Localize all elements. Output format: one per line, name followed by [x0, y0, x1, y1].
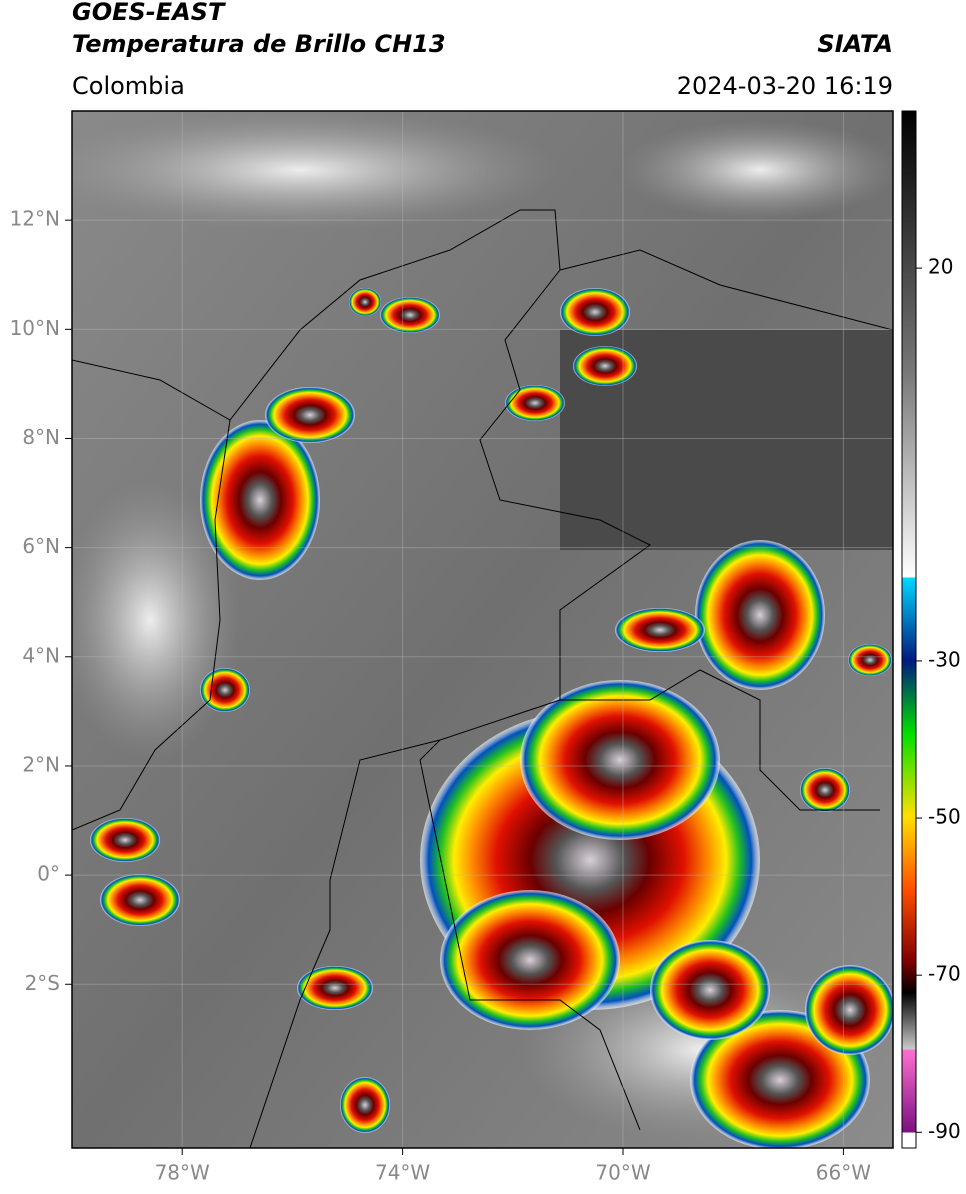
y-tick-label: 2°S	[25, 971, 60, 995]
grid	[72, 111, 893, 1148]
imagery	[72, 111, 893, 1148]
y-tick-label: 10°N	[10, 316, 60, 340]
datetime: 2024-03-20 16:19	[677, 72, 893, 100]
y-tick-label: 4°N	[22, 643, 60, 667]
y-tick-label: 12°N	[10, 207, 60, 231]
colorbar-tick-label: -30	[928, 647, 961, 671]
y-tick-label: 0°	[37, 862, 60, 886]
colorbar-tick-label: -70	[928, 962, 961, 986]
title: GOES-EAST	[72, 0, 226, 26]
colorbar-tick-label: -50	[928, 805, 961, 829]
colorbar	[901, 110, 917, 1149]
map-frame	[71, 110, 894, 1149]
y-tick-label: 6°N	[22, 534, 60, 558]
subtitle: Temperatura de Brillo CH13	[72, 30, 446, 58]
y-tick-label: 2°N	[22, 752, 60, 776]
x-tick-label: 74°W	[375, 1161, 430, 1185]
region: Colombia	[72, 72, 185, 100]
y-tick-label: 8°N	[22, 425, 60, 449]
colorbar-tick-label: 20	[928, 255, 953, 279]
colorbar-tick-label: -90	[928, 1119, 961, 1143]
x-tick-label: 66°W	[816, 1161, 871, 1185]
x-tick-label: 78°W	[155, 1161, 210, 1185]
source: SIATA	[817, 30, 893, 58]
x-tick-label: 70°W	[595, 1161, 650, 1185]
